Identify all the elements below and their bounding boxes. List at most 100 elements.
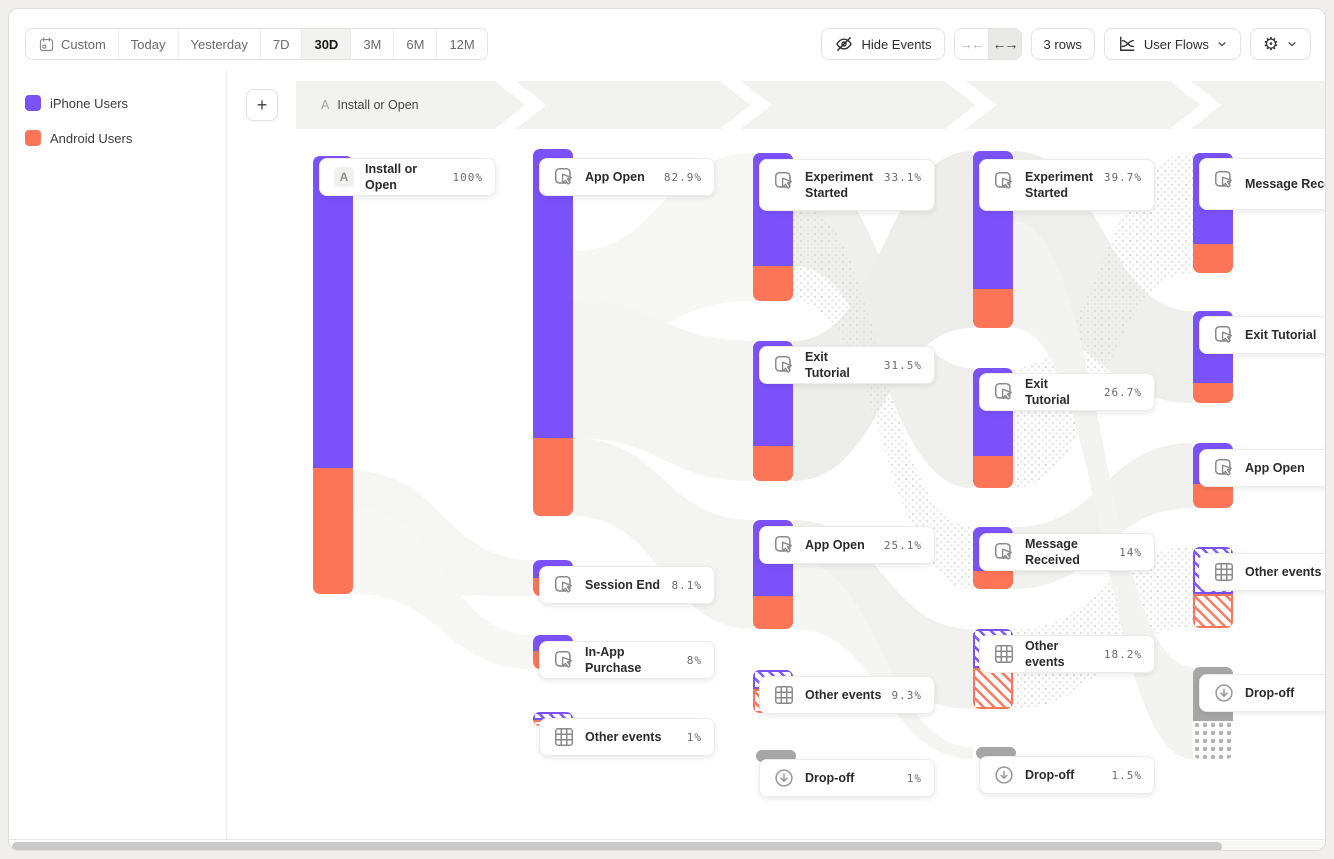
bar-segment-orange — [973, 289, 1013, 328]
date-range-label: 3M — [363, 36, 382, 52]
flow-link-ribbon — [1013, 221, 1193, 759]
flow-node-card[interactable]: Experiment Started 33.1% — [759, 159, 935, 211]
expand-columns-button[interactable]: ←→ — [987, 29, 1021, 59]
flow-node-label: Drop-off — [805, 770, 855, 785]
date-range-selector: Custom Today Yesterday 7D 30D 3M 6M 12M — [25, 28, 488, 60]
flow-node-card[interactable]: Other events 9.3% — [759, 676, 935, 714]
date-range-label: 7D — [272, 36, 290, 52]
click-event-icon — [1212, 456, 1236, 480]
flow-node-card[interactable]: In-App Purchase 8% — [539, 641, 715, 679]
flow-node-card[interactable]: Drop-off 1.5% — [979, 756, 1155, 794]
other-events-icon — [1212, 560, 1236, 584]
flow-node-label: Drop-off — [1025, 767, 1075, 782]
date-range-label: 30D — [314, 36, 339, 52]
step-header-band — [296, 81, 1325, 129]
flow-node-card[interactable]: Other events 18.2% — [979, 635, 1155, 673]
flow-link-ribbon — [353, 506, 533, 669]
date-range-today[interactable]: Today — [117, 29, 178, 59]
horizontal-scrollbar[interactable] — [10, 841, 1325, 850]
flow-node-card[interactable]: Drop-off 1% — [759, 759, 935, 797]
bar-segment-orange — [753, 446, 793, 481]
date-range-6m[interactable]: 6M — [393, 29, 437, 59]
flow-node-card[interactable]: App Open 82.9% — [539, 158, 715, 196]
flow-node-card[interactable]: App Open 25.1% — [759, 526, 935, 564]
date-range-custom[interactable]: Custom — [26, 29, 118, 59]
click-event-icon — [992, 380, 1016, 404]
flow-node-percent: 9.3% — [891, 688, 922, 702]
click-event-icon — [552, 648, 576, 672]
flow-node-card[interactable]: A Install or Open 100% — [319, 158, 496, 196]
flow-node-percent: 31.5% — [883, 358, 922, 372]
flow-node-card[interactable]: Other events — [1199, 553, 1325, 591]
flow-node-label: Exit Tutorial — [1025, 376, 1070, 407]
click-event-icon — [772, 353, 796, 377]
flow-node-card[interactable]: Exit Tutorial — [1199, 316, 1325, 354]
flow-node-card[interactable]: Message Received 14% — [979, 533, 1155, 571]
date-range-label: 6M — [406, 36, 425, 52]
click-event-icon — [552, 165, 576, 189]
legend-item[interactable]: iPhone Users — [25, 95, 132, 111]
other-events-icon — [992, 642, 1016, 666]
flow-node-label: Message Received — [1025, 536, 1080, 567]
flow-node-percent: 1% — [686, 730, 702, 744]
step-header[interactable]: A Install or Open — [321, 98, 419, 112]
click-event-icon — [992, 540, 1016, 564]
click-event-icon — [772, 533, 796, 557]
bar-segment-orange — [753, 596, 793, 629]
legend-item[interactable]: Android Users — [25, 130, 132, 146]
add-step-button[interactable]: + — [246, 89, 278, 121]
bar-segment-orange — [1193, 484, 1233, 508]
flow-node-bar[interactable] — [313, 156, 353, 594]
drop-off-icon — [1212, 681, 1236, 705]
flow-node-percent: 26.7% — [1103, 385, 1142, 399]
flow-link-ribbon — [793, 561, 973, 759]
segment-legend: iPhone Users Android Users — [25, 95, 132, 146]
legend-swatch — [25, 130, 41, 146]
bar-segment-horange — [973, 668, 1013, 709]
hide-events-label: Hide Events — [861, 36, 932, 52]
click-event-icon — [1212, 168, 1236, 192]
bar-segment-orange — [313, 468, 353, 594]
legend-label: Android Users — [50, 130, 133, 146]
flow-node-label: App Open — [805, 537, 865, 552]
flow-node-percent: 1.5% — [1111, 768, 1142, 782]
gear-icon: ⚙ — [1262, 34, 1279, 54]
date-range-3m[interactable]: 3M — [350, 29, 394, 59]
drop-off-icon — [992, 763, 1016, 787]
flow-node-card[interactable]: App Open — [1199, 449, 1325, 487]
date-range-30d[interactable]: 30D — [301, 29, 351, 59]
flow-node-card[interactable]: Experiment Started 39.7% — [979, 159, 1155, 211]
panel-divider — [226, 71, 227, 839]
bar-segment-graydots — [1193, 721, 1233, 759]
chevron-down-icon — [1218, 42, 1226, 47]
flow-node-bar[interactable] — [533, 149, 573, 516]
flow-node-label: Experiment Started — [1025, 169, 1094, 200]
view-selector-button[interactable]: User Flows — [1103, 28, 1241, 60]
flow-node-card[interactable]: Session End 8.1% — [539, 566, 715, 604]
bar-segment-orange — [533, 438, 573, 516]
click-event-icon — [992, 169, 1016, 193]
flow-node-label: App Open — [585, 169, 645, 184]
date-range-label: 12M — [449, 36, 475, 52]
flow-node-label: Other events — [805, 687, 882, 702]
calendar-icon — [38, 36, 55, 53]
date-range-yesterday[interactable]: Yesterday — [177, 29, 260, 59]
flow-node-label: Exit Tutorial — [1245, 327, 1317, 342]
rows-label: 3 rows — [1043, 36, 1082, 52]
flow-node-card[interactable]: Exit Tutorial 26.7% — [979, 373, 1155, 411]
flow-node-card[interactable]: Exit Tutorial 31.5% — [759, 346, 935, 384]
settings-button[interactable]: ⚙ — [1249, 28, 1311, 60]
flow-node-percent: 82.9% — [663, 170, 702, 184]
flow-node-percent: 25.1% — [883, 538, 922, 552]
date-range-12m[interactable]: 12M — [436, 29, 487, 59]
flow-node-card[interactable]: Other events 1% — [539, 718, 715, 756]
flow-link-ribbon — [353, 471, 533, 596]
rows-button[interactable]: 3 rows — [1030, 28, 1095, 60]
flow-node-card[interactable]: Message Received — [1199, 158, 1325, 210]
collapse-columns-button[interactable]: →← — [954, 29, 988, 59]
bar-segment-purple — [533, 149, 573, 438]
horizontal-scrollbar-thumb[interactable] — [12, 842, 1222, 850]
date-range-7d[interactable]: 7D — [259, 29, 302, 59]
flow-node-card[interactable]: Drop-off — [1199, 674, 1325, 712]
hide-events-button[interactable]: Hide Events — [821, 28, 945, 60]
